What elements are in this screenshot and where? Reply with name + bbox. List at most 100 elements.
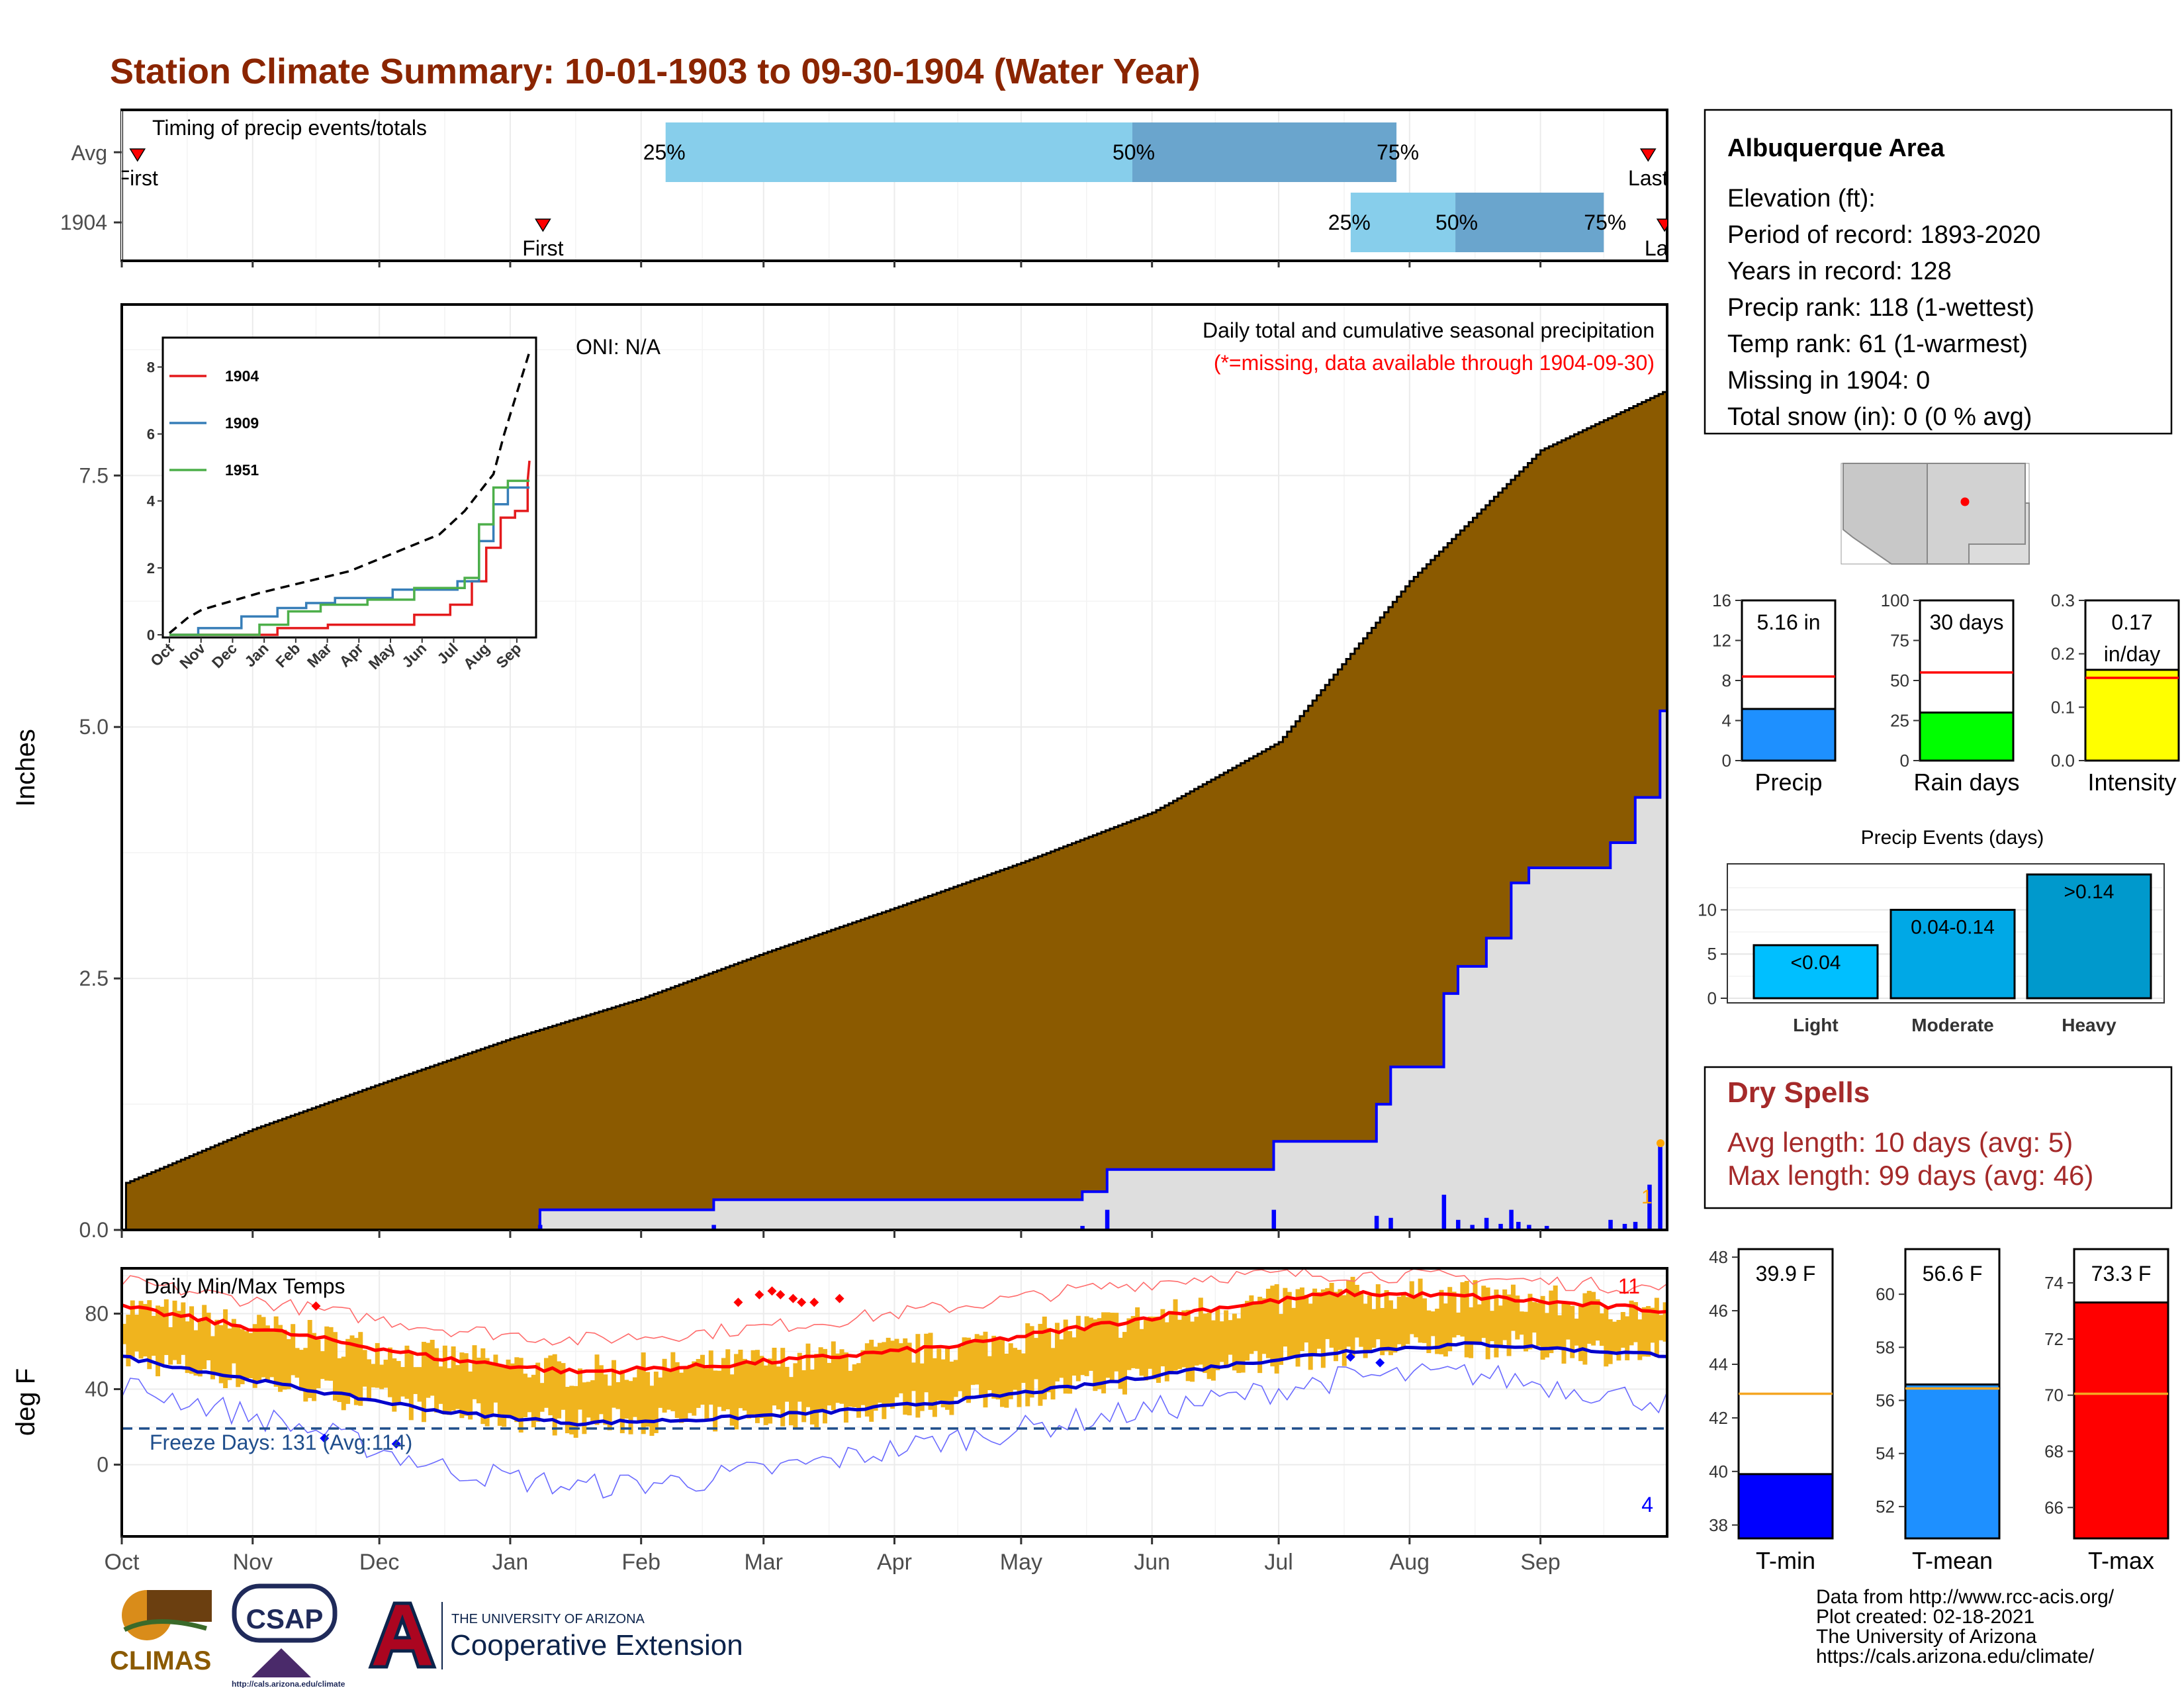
daily-temp-bar: [122, 1323, 126, 1344]
daily-temp-bar: [328, 1327, 334, 1381]
record-max-line: [121, 1268, 1668, 1346]
daily-temp-bar: [1388, 1300, 1393, 1356]
daily-temp-bar: [1325, 1288, 1330, 1339]
daily-temp-bar: [181, 1302, 186, 1355]
daily-temp-bar: [848, 1370, 853, 1407]
daily-temp-bar: [1422, 1298, 1427, 1343]
daily-temp-bar: [214, 1319, 220, 1374]
daily-temp-bar: [1604, 1307, 1609, 1367]
quantile-bar-50-75: [1455, 193, 1604, 252]
daily-temp-bar: [793, 1363, 798, 1429]
daily-temp-bar: [316, 1339, 321, 1389]
inset-y-tick-label: 0: [147, 627, 155, 643]
precip-y-ticks: 0.0 2.5 5.0 7.5: [79, 463, 122, 1242]
daily-temp-bar: [1177, 1319, 1182, 1370]
daily-temp-bar: [1038, 1323, 1043, 1406]
daily-temp-bar: [1249, 1295, 1254, 1354]
daily-temp-bar: [1068, 1331, 1073, 1394]
inset-line-1951: [169, 479, 529, 636]
precip-events-chart: Precip Events (days) <0.04 Light 0.04-0.14…: [1698, 827, 2165, 1035]
daily-precip-bar: [537, 1225, 543, 1230]
daily-temp-bar: [772, 1347, 777, 1406]
record-low-marker: [391, 1439, 401, 1449]
daily-precip-bar: [1622, 1223, 1627, 1230]
daily-temp-bar: [518, 1358, 523, 1433]
daily-temp-bar: [244, 1331, 249, 1381]
station-info-line: Period of record: 1893-2020: [1727, 221, 2040, 249]
temp-y-ticks: 0 40 80: [85, 1301, 122, 1477]
daily-temp-bar: [751, 1350, 756, 1415]
daily-temp-bar: [1185, 1309, 1191, 1382]
daily-temp-bar: [1075, 1315, 1081, 1382]
daily-temp-bar: [404, 1345, 410, 1399]
inset-avg-line: [168, 352, 531, 634]
temp-bar-tick-label: 38: [1709, 1515, 1728, 1535]
daily-temp-bar: [176, 1311, 181, 1364]
daily-temp-bar: [1354, 1284, 1359, 1338]
daily-temp-bar: [1114, 1313, 1119, 1372]
daily-temp-bar: [539, 1383, 545, 1412]
temp-x-tick-label: May: [1000, 1550, 1042, 1575]
daily-temp-bar: [151, 1315, 156, 1356]
inset-legend-label: 1904: [225, 367, 259, 385]
daily-temp-bar: [362, 1350, 367, 1387]
daily-temp-bar: [839, 1349, 844, 1404]
quantile-label-25: 25%: [1328, 211, 1371, 234]
precip-event-bar-label: >0.14: [2064, 881, 2115, 903]
daily-temp-bar: [919, 1363, 925, 1411]
temp-x-tick-label: Sep: [1520, 1550, 1561, 1575]
daily-temp-bar: [1426, 1310, 1432, 1354]
daily-temp-bar: [252, 1324, 257, 1388]
inset-y-ticks: 0 2 4 6 8: [147, 359, 163, 643]
record-low-marker: [1375, 1358, 1385, 1368]
daily-temp-bar: [1553, 1285, 1558, 1348]
daily-temp-bar: [1549, 1290, 1554, 1354]
inset-line-1904: [169, 460, 531, 636]
daily-precip-bars: [537, 1143, 1662, 1230]
daily-temp-bar: [523, 1374, 528, 1418]
record-max-count: 11: [1618, 1274, 1640, 1298]
daily-temp-bar: [1612, 1321, 1617, 1352]
daily-temp-bar: [1380, 1307, 1385, 1356]
daily-precip-bar: [711, 1225, 716, 1230]
daily-temp-bar: [962, 1337, 967, 1400]
daily-temp-bar: [1126, 1318, 1132, 1370]
daily-temp-bar: [358, 1332, 363, 1406]
station-info-line: Elevation (ft):: [1727, 185, 1876, 212]
first-event-label: First: [117, 166, 158, 190]
daily-temp-bar: [1625, 1316, 1630, 1360]
daily-temp-bar: [1059, 1339, 1064, 1378]
daily-temp-bar: [430, 1340, 435, 1396]
record-low-marker: [320, 1433, 330, 1443]
daily-temp-bar: [1599, 1313, 1604, 1346]
mini-bar-tick-label: 0.0: [2051, 751, 2075, 771]
daily-temp-bar: [1473, 1280, 1478, 1345]
daily-temp-bar: [882, 1342, 887, 1419]
daily-temp-bar: [999, 1339, 1005, 1407]
precip-panel-title: Daily total and cumulative seasonal prec…: [1203, 318, 1655, 342]
credit-line: Plot created: 02-18-2021: [1816, 1606, 2034, 1628]
daily-temp-bar: [991, 1335, 997, 1399]
temp-x-tick-label: Apr: [877, 1550, 912, 1575]
daily-temp-bar: [1101, 1312, 1107, 1393]
daily-temp-bar: [632, 1377, 637, 1417]
daily-temp-bar: [1308, 1303, 1313, 1370]
quantile-bar-25-50: [665, 122, 1133, 182]
daily-temp-bar: [658, 1377, 663, 1408]
daily-temp-bar: [484, 1358, 490, 1427]
daily-temp-bar: [945, 1347, 950, 1410]
daily-temp-bar: [561, 1363, 566, 1410]
daily-temp-bar: [1498, 1305, 1503, 1348]
daily-temp-bar: [472, 1345, 477, 1399]
daily-temp-bar: [286, 1339, 291, 1389]
daily-temp-bar: [510, 1363, 515, 1418]
daily-temp-bar: [662, 1358, 667, 1413]
temp-x-tick-label: Jan: [492, 1550, 529, 1575]
daily-temp-bar: [447, 1368, 452, 1415]
daily-temp-bar: [548, 1355, 553, 1416]
daily-temp-bar: [1371, 1309, 1377, 1348]
timing-label: Timing of precip events/totals: [152, 116, 427, 140]
daily-temp-bar: [455, 1365, 460, 1409]
daily-temp-bar: [396, 1361, 401, 1402]
mini-bar-label: Rain days: [1913, 769, 2019, 796]
